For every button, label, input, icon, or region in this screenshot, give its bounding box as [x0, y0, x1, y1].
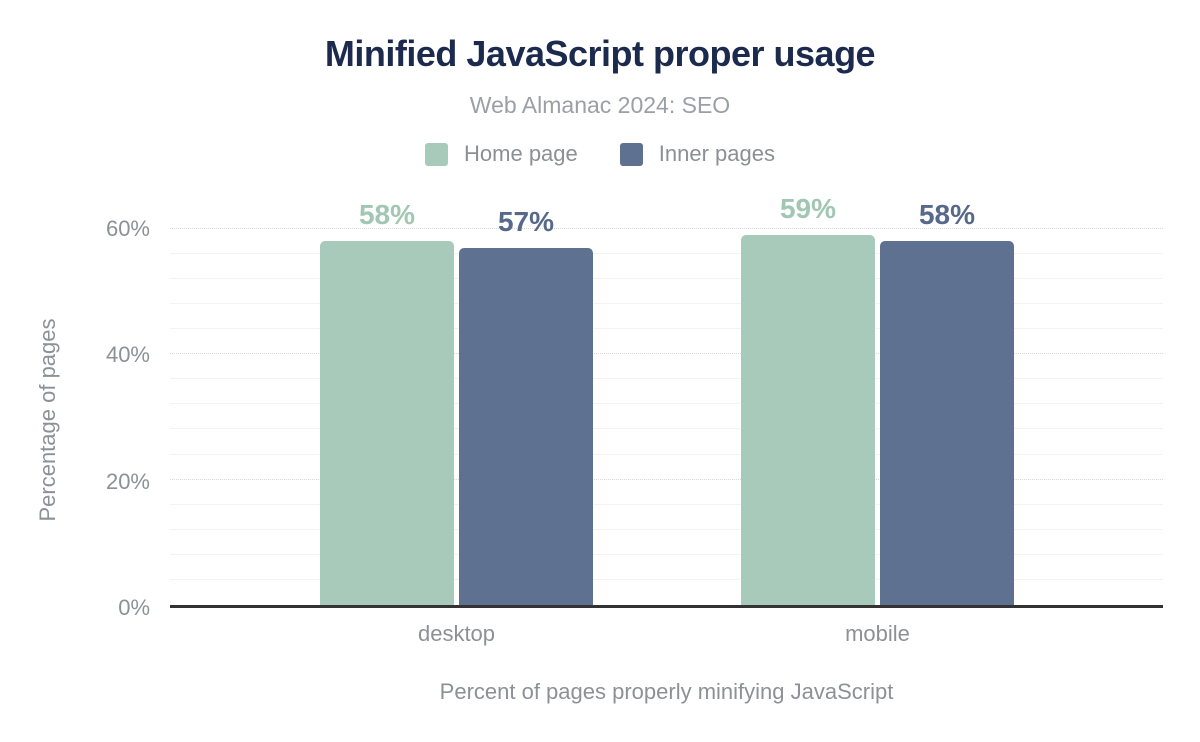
- bar-value-label: 57%: [497, 205, 555, 237]
- legend-label: Home page: [464, 141, 578, 166]
- x-category-label-mobile: mobile: [845, 621, 910, 646]
- bar-group-mobile: 59% 58%: [741, 166, 1014, 605]
- y-tick-label: 20%: [105, 468, 150, 494]
- chart-subtitle: Web Almanac 2024: SEO: [469, 92, 731, 118]
- legend-swatch-icon: [425, 142, 449, 166]
- legend-item-home-page: Home page: [425, 141, 578, 167]
- x-axis-caption: Percent of pages properly minifying Java…: [439, 679, 894, 704]
- major-gridline: [170, 478, 1163, 480]
- minor-gridline: [170, 277, 1163, 279]
- minor-gridline: [170, 553, 1163, 555]
- bar-slot: 59%: [741, 166, 875, 605]
- legend-swatch-icon: [619, 142, 643, 166]
- minor-gridline: [170, 302, 1163, 304]
- plot-area: 58% 57% 59% 58%: [170, 166, 1163, 608]
- major-gridline: [170, 353, 1163, 355]
- bar-group-desktop: 58% 57%: [320, 166, 593, 605]
- minor-gridline: [170, 378, 1163, 380]
- y-tick-label: 40%: [105, 342, 150, 368]
- bar-value-label: 59%: [779, 193, 837, 224]
- bar-desktop-inner-pages: [459, 247, 593, 605]
- legend: Home page Inner pages: [0, 141, 1200, 167]
- legend-item-inner-pages: Inner pages: [619, 141, 775, 167]
- minor-gridline: [170, 252, 1163, 254]
- minor-gridline: [170, 328, 1163, 330]
- bar-mobile-inner-pages: [880, 241, 1014, 605]
- bar-slot: 57%: [459, 166, 593, 605]
- bar-mobile-home-page: [741, 235, 875, 605]
- x-category-label-desktop: desktop: [417, 621, 496, 646]
- major-gridline: [170, 227, 1163, 229]
- bar-value-label: 58%: [358, 199, 416, 231]
- chart-title: Minified JavaScript proper usage: [324, 33, 876, 74]
- minor-gridline: [170, 578, 1163, 580]
- y-tick-label: 60%: [105, 216, 150, 242]
- bar-desktop-home-page: [320, 241, 454, 605]
- legend-label: Inner pages: [658, 141, 775, 166]
- minor-gridline: [170, 453, 1163, 455]
- minor-gridline: [170, 528, 1163, 530]
- bar-slot: 58%: [880, 166, 1014, 605]
- bar-value-label: 58%: [918, 199, 976, 231]
- minor-gridline: [170, 403, 1163, 405]
- bar-slot: 58%: [320, 166, 454, 605]
- y-tick-label: 0%: [118, 595, 150, 620]
- minor-gridline: [170, 428, 1163, 430]
- minor-gridline: [170, 503, 1163, 505]
